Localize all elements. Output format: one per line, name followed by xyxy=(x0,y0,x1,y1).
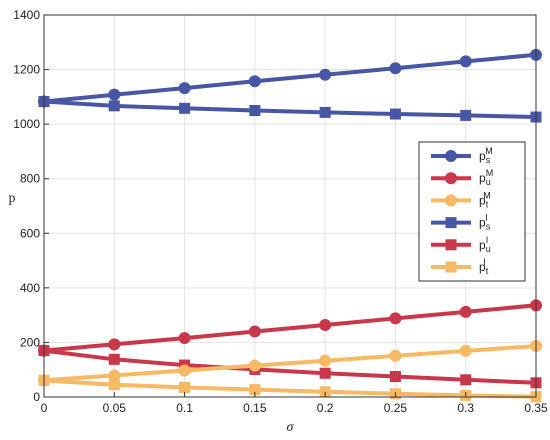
data-point xyxy=(178,364,191,377)
y-tick-label: 1400 xyxy=(13,8,40,22)
data-point xyxy=(319,354,332,367)
data-point xyxy=(108,353,120,365)
legend: psM puM ptM psI puI ptI xyxy=(418,141,526,282)
legend-swatch-marker xyxy=(445,261,457,273)
data-point xyxy=(108,88,121,101)
legend-label: psM xyxy=(479,146,493,165)
data-point xyxy=(389,349,402,362)
legend-label: puI xyxy=(479,235,491,254)
series-line xyxy=(43,344,537,383)
x-axis-label: σ xyxy=(287,420,295,435)
data-point xyxy=(389,62,402,75)
series-p-s-M xyxy=(38,48,542,108)
data-point xyxy=(460,109,472,121)
x-tick-label: 0.1 xyxy=(176,401,193,415)
legend-item: ptI xyxy=(431,257,489,276)
data-point xyxy=(460,374,472,386)
x-tick-label: 0.05 xyxy=(103,401,127,415)
series-line xyxy=(43,348,537,385)
legend-label: psI xyxy=(479,213,491,232)
data-point xyxy=(319,68,332,81)
legend-item: psM xyxy=(431,146,493,165)
x-tick-label: 0.15 xyxy=(243,401,267,415)
plot-frame xyxy=(43,14,537,398)
data-point xyxy=(248,325,261,338)
legend-label: puM xyxy=(479,168,493,187)
data-point xyxy=(249,105,261,116)
x-tick-label: 0 xyxy=(41,401,48,415)
y-tick-label: 1000 xyxy=(13,117,40,131)
y-axis-label: p xyxy=(9,191,16,206)
data-point xyxy=(319,318,332,331)
data-point xyxy=(179,102,191,114)
legend-swatch-marker xyxy=(445,150,457,162)
data-point xyxy=(459,344,472,357)
axis-ticks: 0 0.05 0.1 0.15 0.2 0.25 0.3 0.35 0 200 400 600 800 1… xyxy=(13,8,548,415)
legend-box xyxy=(418,141,526,282)
series-group xyxy=(38,48,542,403)
x-tick-label: 0.3 xyxy=(457,401,474,415)
y-tick-label: 0 xyxy=(33,390,40,404)
data-point xyxy=(248,359,261,372)
legend-item: puM xyxy=(431,168,493,187)
x-tick-label: 0.25 xyxy=(384,401,408,415)
data-point xyxy=(178,332,191,345)
legend-label: ptM xyxy=(479,190,491,209)
legend-item: psI xyxy=(431,213,491,232)
legend-item: puI xyxy=(431,235,491,254)
y-tick-label: 1200 xyxy=(13,63,40,77)
legend-swatch-marker xyxy=(445,172,457,185)
series-line xyxy=(43,52,537,104)
legend-swatch-marker xyxy=(445,194,457,207)
y-tick-label: 200 xyxy=(20,335,40,349)
data-point xyxy=(108,100,120,112)
data-point xyxy=(178,82,191,95)
data-point xyxy=(108,369,121,382)
legend-label: ptI xyxy=(479,257,489,276)
series-line xyxy=(43,99,537,119)
data-point xyxy=(459,305,472,318)
x-tick-label: 0.35 xyxy=(524,401,548,415)
legend-swatch-marker xyxy=(445,239,457,251)
data-point xyxy=(319,367,331,379)
data-point xyxy=(179,381,191,393)
data-point xyxy=(108,338,121,351)
data-point xyxy=(319,106,331,118)
data-point xyxy=(389,108,401,120)
data-point xyxy=(459,55,472,68)
y-tick-label: 600 xyxy=(20,226,40,240)
series-line xyxy=(43,378,537,399)
legend-swatch-marker xyxy=(445,217,457,229)
x-tick-label: 0.2 xyxy=(317,401,334,415)
data-point xyxy=(389,312,402,325)
data-point xyxy=(248,75,261,88)
y-tick-label: 400 xyxy=(20,281,40,295)
legend-item: ptM xyxy=(431,190,491,209)
series-line xyxy=(43,303,537,353)
data-point xyxy=(389,371,401,383)
y-tick-label: 800 xyxy=(20,172,40,186)
series-p-t-M xyxy=(38,339,542,387)
